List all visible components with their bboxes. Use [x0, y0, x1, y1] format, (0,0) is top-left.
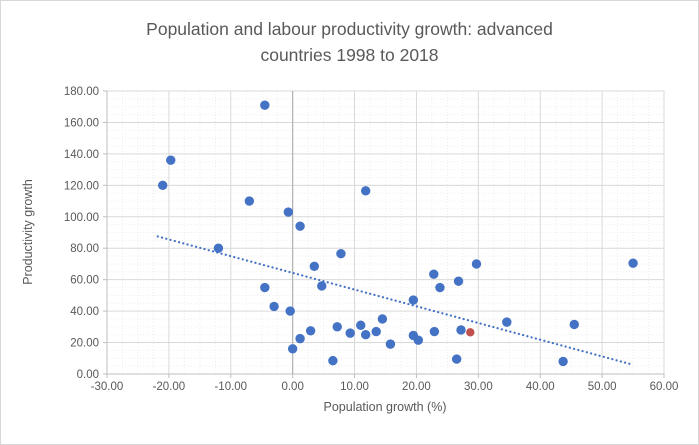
scatter-point: [451, 354, 462, 364]
scatter-point: [429, 269, 439, 279]
y-tick-label: 100.00: [64, 212, 99, 224]
scatter-point: [328, 355, 338, 366]
x-tick-label: 30.00: [464, 381, 493, 393]
scatter-point: [360, 186, 371, 196]
scatter-point: [213, 243, 224, 253]
scatter-point: [166, 155, 176, 165]
scatter-point: [260, 100, 270, 110]
y-tick-label: 60.00: [70, 275, 99, 287]
x-tick-label: 10.00: [340, 381, 369, 393]
x-tick-label: -10.00: [214, 381, 247, 393]
axis-ticks: [103, 90, 665, 378]
scatter-point: [285, 306, 295, 316]
y-axis-title: Productivity growth: [21, 179, 35, 285]
scatter-point: [158, 180, 168, 191]
scatter-point: [371, 326, 381, 337]
scatter-point: [471, 259, 482, 269]
x-tick-label: -20.00: [153, 381, 186, 393]
scatter-point: [287, 344, 298, 354]
x-tick-label: -30.00: [91, 381, 124, 393]
scatter-point: [385, 339, 396, 349]
y-tick-label: 180.00: [64, 86, 99, 98]
axes: [106, 90, 665, 375]
scatter-point: [628, 258, 638, 268]
chart-title-line-1: Population and labour productivity growt…: [146, 19, 553, 39]
scatter-point: [429, 326, 440, 337]
scatter-point: [336, 249, 346, 259]
scatter-point: [360, 329, 371, 340]
trendline-group: [156, 235, 632, 366]
y-tick-label: 140.00: [64, 149, 99, 161]
y-tick-label: 20.00: [70, 338, 99, 350]
x-axis-title: Population growth (%): [324, 400, 447, 414]
x-tick-label: 50.00: [588, 381, 617, 393]
scatter-point: [435, 282, 445, 293]
scatter-point: [260, 282, 270, 293]
chart-title: Population and labour productivity growt…: [1, 16, 698, 68]
scatter-point: [283, 207, 294, 217]
scatter-point: [295, 221, 305, 231]
scatter-points: [158, 100, 638, 367]
scatter-point: [453, 276, 464, 286]
scatter-point: [332, 322, 342, 332]
x-tick-label: 0.00: [281, 381, 303, 393]
tick-labels: -30.00 -20.00 -10.00 0.00 10.00 20.00 30.00 40.…: [64, 86, 679, 393]
y-tick-label: 120.00: [64, 180, 99, 192]
scatter-point: [502, 317, 512, 327]
minor-gridlines: [107, 91, 664, 374]
scatter-point: [377, 314, 388, 324]
scatter-point: [569, 319, 579, 330]
scatter-point: [356, 320, 366, 330]
scatter-point: [309, 261, 320, 272]
scatter-point: [244, 196, 255, 206]
y-tick-label: 0.00: [77, 369, 99, 381]
chart-title-line-2: countries 1998 to 2018: [260, 45, 439, 65]
x-tick-label: 40.00: [526, 381, 555, 393]
scatter-point: [317, 281, 327, 291]
y-tick-label: 160.00: [64, 117, 99, 129]
scatter-point: [413, 335, 424, 345]
scatter-point: [408, 295, 419, 305]
scatter-point: [295, 333, 305, 344]
scatter-point: [558, 356, 568, 367]
scatter-point: [269, 301, 279, 312]
x-tick-label: 60.00: [650, 381, 679, 393]
scatter-point: [456, 325, 466, 335]
x-tick-label: 20.00: [402, 381, 431, 393]
y-tick-label: 40.00: [70, 306, 99, 318]
scatter-point: [305, 326, 316, 336]
scatter-point: [345, 328, 355, 338]
y-tick-label: 80.00: [70, 243, 99, 255]
trendline: [156, 235, 632, 366]
highlighted-point: [466, 328, 475, 337]
